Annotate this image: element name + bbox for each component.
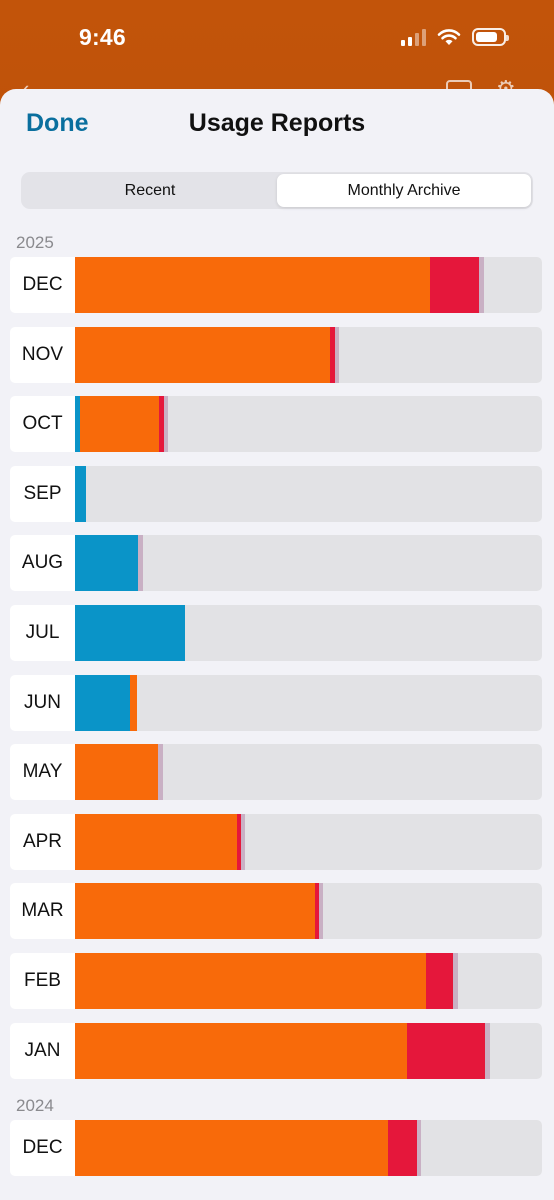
month-label: JUN xyxy=(24,691,61,713)
usage-segment-red xyxy=(237,813,241,870)
usage-bar xyxy=(75,813,542,870)
tab-recent[interactable]: Recent xyxy=(23,174,277,207)
usage-bar xyxy=(75,1022,542,1079)
usage-segment-orange xyxy=(130,674,137,731)
usage-segment-blue xyxy=(75,535,139,592)
usage-segment-orange xyxy=(75,883,316,940)
month-row[interactable]: SEP xyxy=(10,465,542,522)
usage-bar xyxy=(75,952,542,1009)
month-row[interactable]: DEC xyxy=(10,1120,542,1177)
usage-segment-pink xyxy=(485,1022,490,1079)
month-label: MAR xyxy=(21,900,64,922)
status-icons xyxy=(401,27,509,47)
month-row[interactable]: JAN xyxy=(10,1022,542,1079)
month-label: JUL xyxy=(25,621,60,643)
month-row[interactable]: MAY xyxy=(10,744,542,801)
tab-monthly-archive[interactable]: Monthly Archive xyxy=(277,174,531,207)
sheet-header: Done Usage Reports xyxy=(0,89,554,159)
done-button[interactable]: Done xyxy=(26,109,89,137)
month-label: OCT xyxy=(22,413,63,435)
usage-segment-blue xyxy=(75,674,131,731)
usage-segment-red xyxy=(315,883,319,940)
usage-segment-pink xyxy=(453,952,458,1009)
year-label: 2024 xyxy=(16,1096,54,1116)
usage-segment-pink xyxy=(138,535,143,592)
usage-reports-sheet: Done Usage Reports Recent Monthly Archiv… xyxy=(0,89,554,1200)
usage-bar xyxy=(75,604,542,661)
wifi-icon xyxy=(437,29,461,45)
usage-bar xyxy=(75,396,542,453)
usage-segment-pink xyxy=(158,744,163,801)
month-row[interactable]: MAR xyxy=(10,883,542,940)
month-label: AUG xyxy=(21,552,64,574)
usage-segment-blue xyxy=(75,604,185,661)
month-row[interactable]: NOV xyxy=(10,326,542,383)
usage-segment-pink xyxy=(240,813,246,870)
usage-segment-orange xyxy=(79,396,160,453)
usage-bar xyxy=(75,674,542,731)
month-label: SEP xyxy=(23,482,62,504)
usage-segment-orange xyxy=(75,257,430,313)
status-time: 9:46 xyxy=(79,24,126,50)
usage-bar xyxy=(75,326,542,383)
status-bar: 9:46 xyxy=(0,0,554,76)
month-label: NOV xyxy=(21,343,64,365)
usage-bar xyxy=(75,535,542,592)
month-label: JAN xyxy=(24,1039,61,1061)
usage-segment-pink xyxy=(416,1120,422,1177)
month-label: DEC xyxy=(22,274,63,295)
usage-segment-pink xyxy=(163,396,169,453)
sheet-title: Usage Reports xyxy=(188,109,366,137)
usage-segment-red xyxy=(429,257,479,313)
battery-icon xyxy=(472,28,509,46)
month-row[interactable]: FEB xyxy=(10,952,542,1009)
month-label: DEC xyxy=(22,1137,63,1159)
usage-bar xyxy=(75,257,542,313)
usage-segment-red xyxy=(387,1120,417,1177)
cellular-signal-icon xyxy=(401,28,426,46)
usage-segment-orange xyxy=(75,813,238,870)
month-row[interactable]: OCT xyxy=(10,396,542,453)
usage-segment-pink xyxy=(478,257,484,313)
year-label: 2025 xyxy=(16,233,54,252)
chevron-left-icon: ‹ xyxy=(22,76,29,102)
month-row[interactable]: JUL xyxy=(10,604,542,661)
usage-segment-orange xyxy=(75,326,330,383)
usage-bar xyxy=(75,883,542,940)
month-row[interactable]: DEC xyxy=(10,257,542,313)
usage-segment-red xyxy=(159,396,164,453)
usage-segment-red xyxy=(426,952,454,1009)
usage-segment-orange xyxy=(75,744,159,801)
usage-segment-orange xyxy=(75,952,427,1009)
usage-bar xyxy=(75,465,542,522)
usage-segment-red xyxy=(407,1022,486,1079)
usage-segment-red xyxy=(329,326,335,383)
month-row[interactable]: AUG xyxy=(10,535,542,592)
segmented-control: Recent Monthly Archive xyxy=(21,172,533,209)
month-label: APR xyxy=(22,830,63,852)
usage-bar xyxy=(75,1120,542,1177)
usage-segment-pink xyxy=(334,326,340,383)
month-row[interactable]: APR xyxy=(10,813,542,870)
monthly-usage-list: 2025 DEC NOV OCT SEP AUG JUL JUN MAY APR MAR FEB JAN… xyxy=(0,229,554,1190)
usage-segment-blue xyxy=(75,396,80,453)
usage-segment-pink xyxy=(318,883,324,940)
usage-segment-orange xyxy=(75,1022,408,1079)
usage-segment-orange xyxy=(75,1120,388,1177)
month-label: FEB xyxy=(24,969,61,991)
usage-bar xyxy=(75,744,542,801)
month-label: MAY xyxy=(22,761,63,783)
month-row[interactable]: JUN xyxy=(10,674,542,731)
usage-segment-blue xyxy=(75,465,87,522)
